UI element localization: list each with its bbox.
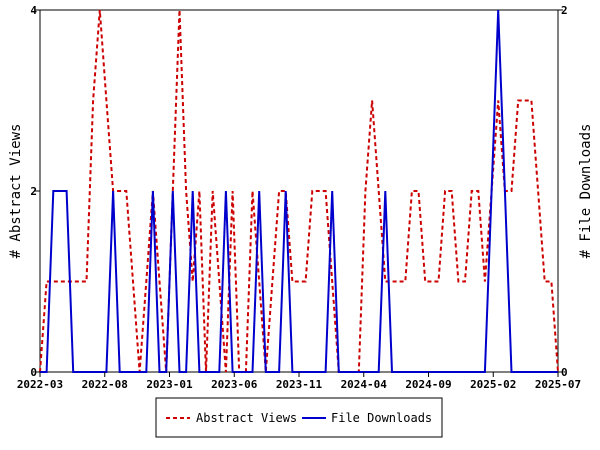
left-y-tick-label: 4 bbox=[30, 4, 37, 17]
legend-label-abstract-views: Abstract Views bbox=[196, 411, 297, 425]
left-y-tick-label: 0 bbox=[30, 366, 37, 379]
x-tick-label: 2022-08 bbox=[82, 378, 128, 391]
x-tick-label: 2025-02 bbox=[470, 378, 516, 391]
right-axis-title: # File Downloads bbox=[578, 124, 594, 259]
left-axis-title: # Abstract Views bbox=[8, 124, 24, 259]
x-tick-label: 2023-11 bbox=[276, 378, 323, 391]
tick-layer: 2022-03 2022-08 2023-01 2023-06 2023-11 2024-… bbox=[17, 4, 581, 391]
x-tick-label: 2024-04 bbox=[341, 378, 388, 391]
x-tick-label: 2024-09 bbox=[405, 378, 451, 391]
legend: Abstract Views File Downloads bbox=[155, 397, 443, 438]
legend-box bbox=[155, 397, 443, 438]
x-tick-label: 2023-06 bbox=[211, 378, 258, 391]
x-tick-label: 2022-03 bbox=[17, 378, 63, 391]
right-y-tick-label: 2 bbox=[561, 4, 568, 17]
left-y-tick-label: 2 bbox=[30, 185, 37, 198]
legend-label-file-downloads: File Downloads bbox=[331, 411, 432, 425]
series-line-abstract-views bbox=[39, 9, 559, 373]
right-y-tick-label: 0 bbox=[561, 366, 568, 379]
x-tick-label: 2025-07 bbox=[535, 378, 581, 391]
x-tick-label: 2023-01 bbox=[146, 378, 193, 391]
